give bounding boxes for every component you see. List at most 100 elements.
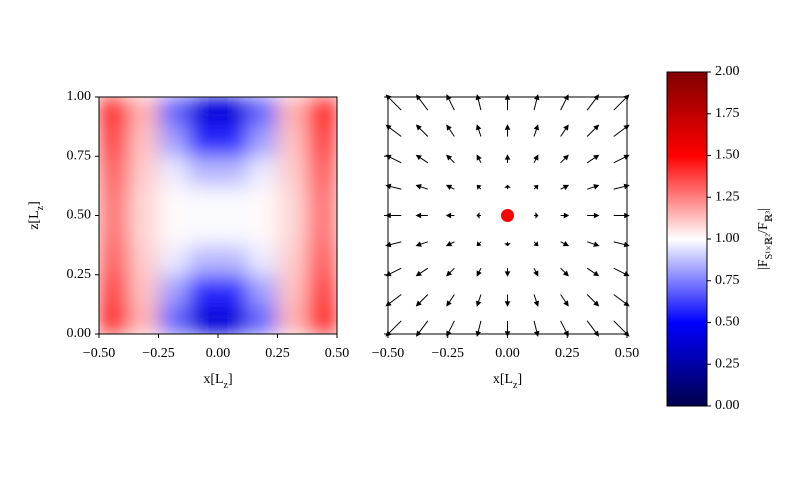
quiver-arrow <box>415 294 429 307</box>
heat-cell <box>307 274 337 305</box>
quiver-arrow <box>587 184 600 190</box>
quiver-arrow <box>560 184 570 190</box>
heat-cell <box>99 274 130 305</box>
quiver-arrow <box>533 184 539 190</box>
heat-cell <box>307 185 337 217</box>
x-tick-label: 0.25 <box>265 346 290 361</box>
quiver-arrow <box>415 241 428 247</box>
colorbar-tick-label: 1.50 <box>715 148 740 163</box>
heat-cell <box>218 245 249 276</box>
quiver-arrow <box>560 294 569 307</box>
heatmap <box>99 97 337 334</box>
quiver-arrow <box>504 124 511 137</box>
quiver-arrow <box>613 267 630 277</box>
label-part: ℝ³ <box>764 211 775 222</box>
quiver-arrow <box>476 154 482 164</box>
heat-cell <box>218 97 249 128</box>
quiver-arrow <box>613 212 630 219</box>
heat-cell <box>247 215 279 246</box>
quiver-arrow <box>613 294 630 307</box>
x-axis-label: x[Lz] <box>203 372 232 391</box>
heat-cell <box>247 185 279 217</box>
y-tick-label: 0.50 <box>67 208 92 223</box>
quiver-arrow <box>446 124 455 137</box>
heat-cell <box>128 274 160 305</box>
label-part: z <box>513 380 518 391</box>
heat-cell <box>128 304 160 334</box>
label-part: ] <box>518 372 523 387</box>
heat-cell <box>307 215 337 246</box>
colorbar <box>666 71 708 407</box>
quiver-arrow <box>446 294 455 307</box>
heat-cell <box>277 304 308 334</box>
heat-cell <box>218 156 249 187</box>
heat-cell <box>128 97 160 128</box>
quiver-arrow <box>560 124 569 137</box>
point <box>501 209 514 222</box>
label-part: z <box>224 380 229 391</box>
heat-cell <box>158 274 189 305</box>
quiver-arrow <box>586 124 600 137</box>
quiver-arrow <box>476 212 481 219</box>
heat-cell <box>277 126 308 157</box>
quiver-arrow <box>445 184 455 190</box>
heat-cell <box>188 215 219 246</box>
colorbar-tick-label: 2.00 <box>715 64 740 79</box>
quiver-arrow <box>504 184 511 190</box>
heat-cell <box>188 245 219 276</box>
quiver-arrow <box>385 124 402 137</box>
heat-cell <box>99 304 130 334</box>
quiver-arrow <box>560 154 569 164</box>
quiver-arrow <box>385 267 402 277</box>
quiver-arrow <box>385 294 402 307</box>
heat-cell <box>188 97 219 128</box>
x-tick-label: 0.25 <box>555 346 580 361</box>
heat-cell <box>218 215 249 246</box>
label-part: | <box>756 208 771 211</box>
quiver-arrow <box>446 267 455 277</box>
quiver-arrow <box>476 241 482 247</box>
heat-cell <box>247 304 279 334</box>
label-part: ] <box>228 372 233 387</box>
quiver-arrow <box>613 183 630 190</box>
heat-cell <box>158 126 189 157</box>
quiver-arrow <box>533 124 540 137</box>
heat-cell <box>99 126 130 157</box>
quiver-arrow <box>476 184 482 190</box>
quiver-arrow <box>475 124 482 137</box>
heat-cell <box>188 156 219 187</box>
quiver-arrow <box>385 241 402 248</box>
quiver-arrow <box>586 267 600 277</box>
quiver-arrow <box>613 241 630 248</box>
quiver-arrow <box>533 294 540 307</box>
quiver-arrow <box>586 294 600 307</box>
heat-cell <box>158 215 189 246</box>
heat-cell <box>277 274 308 305</box>
heat-cell <box>277 185 308 217</box>
heat-cell <box>128 126 160 157</box>
label-part: x[L <box>493 372 513 387</box>
heat-cell <box>99 245 130 276</box>
heat-cell <box>158 304 189 334</box>
quiver-arrow <box>587 241 600 247</box>
label-part: |F <box>756 259 771 270</box>
heat-cell <box>218 126 249 157</box>
heat-cell <box>218 274 249 305</box>
quiver-arrow <box>533 267 539 277</box>
heat-cell <box>277 97 308 128</box>
heat-cell <box>247 274 279 305</box>
quiver-arrow <box>385 154 402 164</box>
quiver-arrow <box>534 212 539 219</box>
label-part: /F <box>756 222 771 234</box>
heatmap-cells <box>99 97 337 334</box>
label-part: S¹×ℝ² <box>764 234 775 260</box>
heat-cell <box>277 245 308 276</box>
quiver-arrow <box>560 267 569 277</box>
quiver-arrow <box>587 212 600 219</box>
y-tick-label: 0.00 <box>67 326 92 341</box>
quiver-arrow <box>504 294 511 307</box>
quiver-arrow <box>415 267 429 277</box>
x-tick-label: −0.25 <box>142 346 174 361</box>
heat-cell <box>307 126 337 157</box>
